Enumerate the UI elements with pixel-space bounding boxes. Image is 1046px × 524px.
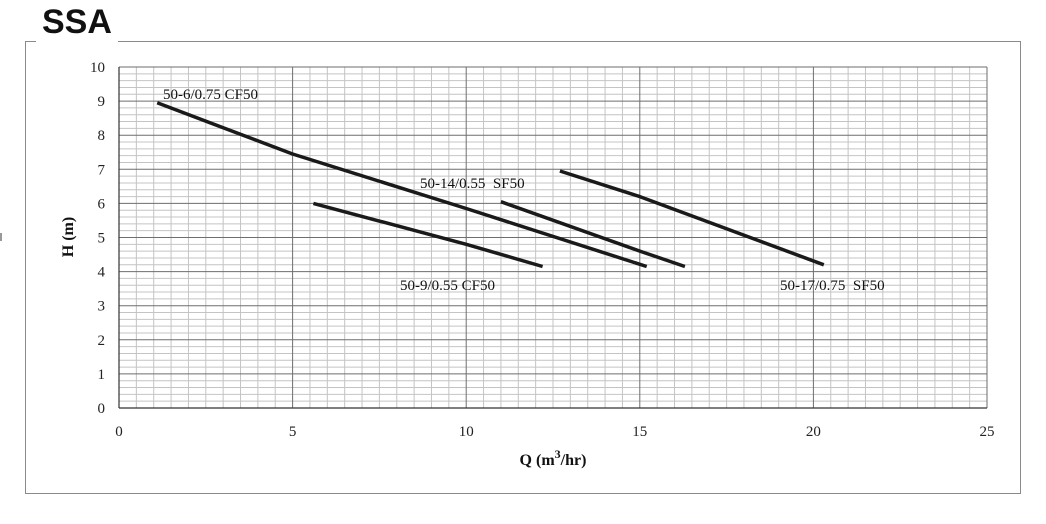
curve-label-50-6: 50-6/0.75 CF50	[163, 87, 258, 103]
chart-frame	[25, 41, 1021, 494]
pump-curve-4	[559, 169, 825, 267]
curve-label-50-17: 50-17/0.75 SF50	[780, 278, 885, 294]
x-axis-title-tail: /hr)	[560, 452, 587, 469]
pump-curve-3	[500, 200, 686, 269]
y-tick-label: 3	[98, 299, 106, 315]
x-tick-label: 25	[980, 424, 995, 440]
x-tick-label: 0	[115, 424, 123, 440]
y-tick-label: 4	[98, 265, 106, 281]
grid	[118, 66, 988, 409]
page-title: SSA	[36, 2, 118, 42]
x-tick-label: 20	[806, 424, 821, 440]
y-tick-label: 6	[98, 196, 106, 212]
y-tick-label: 0	[98, 401, 106, 417]
y-tick-label: 10	[90, 60, 105, 76]
x-axis-title: Q (m3/hr)	[520, 447, 587, 469]
y-axis-title: H (m)	[60, 217, 77, 257]
y-tick-label: 9	[98, 94, 106, 110]
x-tick-label: 5	[289, 424, 297, 440]
tick-labels: 0 5 10 15 20 25 0 1 2 3 4 5 6 7 8 9 10	[90, 60, 995, 440]
curve-label-50-9: 50-9/0.55 CF50	[400, 278, 495, 294]
y-tick-label: 7	[98, 162, 106, 178]
y-tick-label: 5	[98, 231, 106, 247]
edge-marker	[0, 233, 2, 241]
y-tick-label: 1	[98, 367, 106, 383]
x-tick-label: 15	[632, 424, 647, 440]
pump-curve-2	[312, 201, 544, 269]
x-axis-title-sup: 3	[555, 447, 561, 461]
curve-labels: 50-6/0.75 CF50 50-9/0.55 CF50 50-14/0.55…	[163, 87, 885, 294]
pump-curve-1	[156, 101, 648, 269]
pump-curves	[156, 101, 825, 269]
y-tick-label: 8	[98, 128, 106, 144]
x-tick-label: 10	[459, 424, 474, 440]
x-axis-title-main: Q (m	[520, 452, 556, 469]
curve-label-50-14: 50-14/0.55 SF50	[420, 176, 525, 192]
y-tick-label: 2	[98, 333, 106, 349]
